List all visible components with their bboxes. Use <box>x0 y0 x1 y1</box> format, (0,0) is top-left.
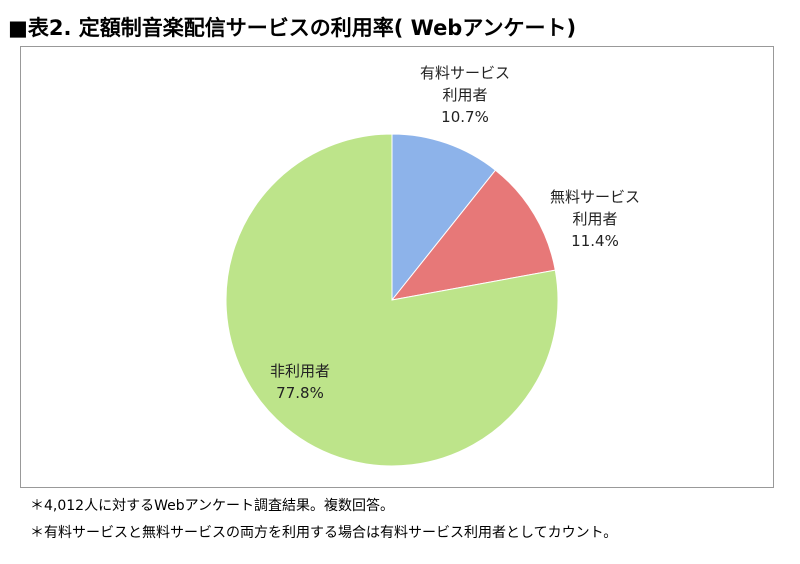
slice-label: 無料サービス利用者 <box>549 188 640 228</box>
slice-label: 非利用者 <box>269 362 330 380</box>
chart-title: ■表2. 定額制音楽配信サービスの利用率( Webアンケート) <box>8 16 577 40</box>
footnote: ＊4,012人に対するWebアンケート調査結果。複数回答。 <box>30 498 395 514</box>
pie-slice <box>225 133 559 467</box>
pie-slice <box>391 133 497 302</box>
value-label: 11.4% <box>571 232 619 250</box>
value-label: 77.8% <box>276 384 324 402</box>
value-label: 10.7% <box>441 108 489 126</box>
slice-label: 有料サービス利用者 <box>419 64 510 104</box>
chart-frame <box>20 46 774 488</box>
pie-slice <box>390 169 556 301</box>
footnote: ＊有料サービスと無料サービスの両方を利用する場合は有料サービス利用者としてカウン… <box>30 525 618 541</box>
